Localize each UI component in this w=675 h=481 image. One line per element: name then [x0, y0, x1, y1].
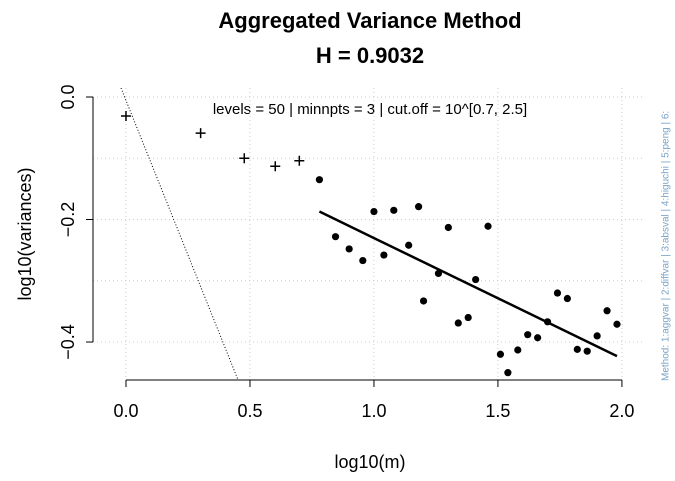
dot-point	[405, 241, 413, 249]
x-tick-label: 0.0	[113, 401, 138, 421]
dot-point	[593, 332, 601, 340]
y-tick-label: −0.2	[58, 202, 78, 238]
dot-point	[514, 346, 522, 354]
chart-subtitle: H = 0.9032	[316, 43, 424, 68]
dot-point	[390, 206, 398, 214]
dot-point	[434, 269, 443, 278]
annotation: levels = 50 | minnpts = 3 | cut.off = 10…	[213, 101, 527, 118]
dot-point	[613, 320, 621, 328]
dot-point	[583, 347, 591, 355]
dot-point	[524, 331, 532, 339]
dot-point	[496, 350, 505, 358]
plus-point	[239, 153, 250, 164]
dot-point	[563, 294, 571, 303]
dot-point	[345, 245, 353, 253]
dot-point	[603, 307, 611, 315]
chart-title: Aggregated Variance Method	[218, 8, 521, 33]
x-tick-label: 1.0	[361, 401, 386, 421]
x-tick-label: 0.5	[237, 401, 262, 421]
plus-point	[120, 110, 131, 121]
dot-point	[484, 222, 492, 230]
reference-line	[120, 87, 239, 381]
y-tick-label: 0.0	[58, 84, 78, 109]
dot-point	[414, 203, 423, 211]
plus-point	[294, 155, 305, 166]
dot-point	[331, 233, 340, 241]
x-axis-label: log10(m)	[334, 452, 405, 472]
dot-point	[380, 251, 388, 259]
dot-point	[444, 223, 452, 232]
dot-point	[454, 319, 462, 327]
plus-point	[195, 128, 206, 139]
side-text: Method: 1:aggvar | 2:diffvar | 3:absval …	[661, 111, 672, 381]
dot-point	[472, 275, 480, 284]
x-tick-label: 1.5	[485, 401, 510, 421]
dot-point	[315, 176, 324, 184]
dot-point	[543, 318, 552, 326]
dot-point	[553, 289, 562, 297]
y-axis-label: log10(variances)	[15, 167, 35, 300]
fit-line	[318, 210, 618, 358]
dot-point	[573, 345, 581, 353]
x-tick-label: 2.0	[609, 401, 634, 421]
dot-point	[534, 334, 542, 342]
dot-point	[504, 369, 512, 377]
dot-point	[464, 313, 472, 322]
dot-point	[359, 256, 367, 265]
plus-point	[270, 161, 281, 172]
dot-point	[370, 207, 378, 216]
y-tick-label: −0.4	[58, 324, 78, 360]
dot-point	[419, 297, 428, 305]
